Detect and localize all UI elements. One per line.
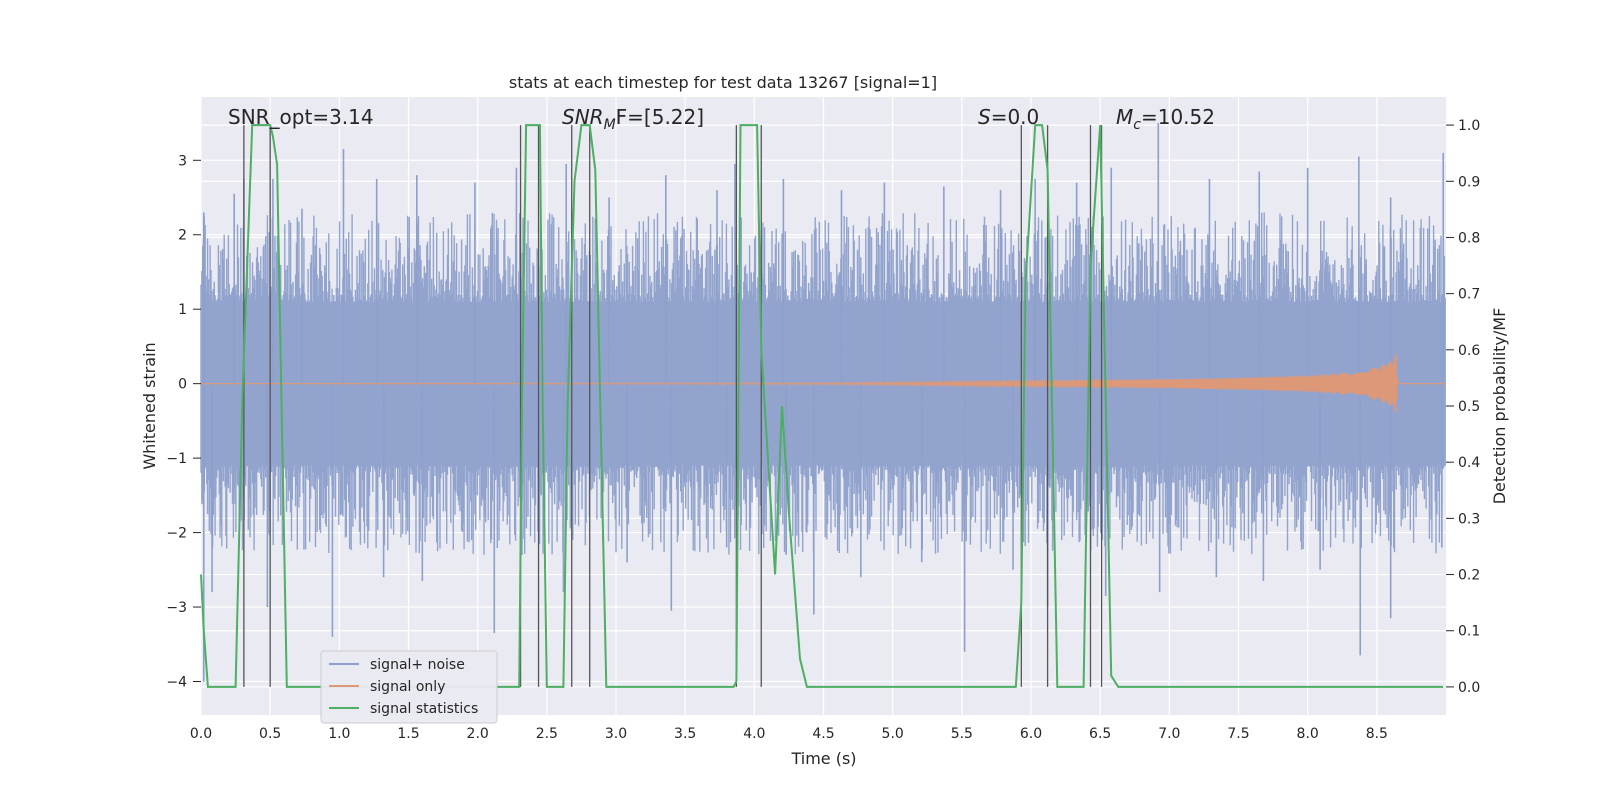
y-tick-label: −4 [166, 674, 187, 690]
y-tick-label: −2 [166, 526, 187, 542]
x-tick-label: 6.0 [1020, 726, 1042, 742]
right-tick-label: 0.0 [1458, 680, 1480, 696]
y-tick-label: 1 [178, 302, 187, 318]
right-tick-label: 0.9 [1458, 174, 1480, 190]
y-tick-label: −3 [166, 600, 187, 616]
x-tick-label: 4.5 [812, 726, 834, 742]
mc-main: M [1116, 105, 1133, 129]
x-tick-label: 1.5 [397, 726, 419, 742]
annotation-snr-mf: SNRMF=[5.22] [562, 105, 704, 133]
snr-mf-rest: F=[5.22] [616, 105, 704, 129]
y-axis-label: Whitened strain [140, 342, 159, 469]
legend-label-signal-statistics: signal statistics [370, 701, 478, 717]
right-tick-label: 1.0 [1458, 118, 1480, 134]
right-tick-label: 0.6 [1458, 343, 1480, 359]
x-tick-label: 5.0 [882, 726, 904, 742]
x-tick-label: 8.0 [1297, 726, 1319, 742]
x-tick-label: 1.0 [328, 726, 350, 742]
x-tick-label: 4.0 [743, 726, 765, 742]
right-tick-label: 0.4 [1458, 455, 1480, 471]
right-axis-label: Detection probability/MF [1490, 308, 1509, 505]
x-axis-ticks: 0.0 0.5 1.0 1.5 2.0 2.5 3.0 3.5 4.0 4.5 5.0 5.5 6.0 6… [190, 726, 1388, 742]
annotation-s: S=0.0 [978, 105, 1039, 129]
right-tick-label: 0.5 [1458, 399, 1480, 415]
y-tick-label: 3 [178, 153, 187, 169]
x-tick-label: 3.5 [674, 726, 696, 742]
legend-label-signal-only: signal only [370, 679, 445, 695]
snr-mf-main: SNR [562, 105, 604, 129]
legend-label-signal-noise: signal+ noise [370, 657, 465, 673]
right-tick-label: 0.8 [1458, 230, 1480, 246]
x-tick-label: 0.0 [190, 726, 212, 742]
annotation-mc: Mc=10.52 [1116, 105, 1215, 133]
x-tick-label: 2.0 [467, 726, 489, 742]
x-tick-label: 8.5 [1366, 726, 1388, 742]
x-tick-label: 3.0 [605, 726, 627, 742]
y-tick-label: 2 [178, 228, 187, 244]
legend: signal+ noise signal only signal statist… [320, 650, 498, 724]
x-tick-label: 2.5 [536, 726, 558, 742]
x-tick-label: 0.5 [259, 726, 281, 742]
x-tick-label: 5.5 [951, 726, 973, 742]
s-rest: =0.0 [991, 105, 1040, 129]
right-tick-label: 0.2 [1458, 568, 1480, 584]
signal-statistics-line [200, 124, 1444, 688]
mc-subscript: c [1133, 117, 1141, 133]
x-tick-label: 6.5 [1089, 726, 1111, 742]
legend-box [320, 650, 498, 724]
x-axis-label: Time (s) [790, 749, 856, 768]
right-tick-label: 0.1 [1458, 624, 1480, 640]
snr-mf-subscript: M [604, 117, 616, 133]
right-axis-ticks: 0.0 0.1 0.2 0.3 0.4 0.5 0.6 0.7 0.8 0.9 1.0 [1446, 118, 1480, 696]
right-tick-label: 0.3 [1458, 511, 1480, 527]
s-main: S [978, 105, 991, 129]
signal-statistics-series [200, 124, 1444, 688]
signal-only-series [201, 354, 1446, 413]
chart-title: stats at each timestep for test data 132… [509, 73, 937, 92]
signal-only-line [201, 354, 1446, 413]
x-tick-label: 7.5 [1227, 726, 1249, 742]
y-tick-label: −1 [166, 451, 187, 467]
right-tick-label: 0.7 [1458, 287, 1480, 303]
mc-rest: =10.52 [1141, 105, 1215, 129]
x-tick-label: 7.0 [1158, 726, 1180, 742]
y-tick-label: 0 [178, 377, 187, 393]
annotation-snr-opt: SNR_opt=3.14 [228, 105, 374, 129]
y-axis-ticks: −4 −3 −2 −1 0 1 2 3 [166, 153, 201, 690]
